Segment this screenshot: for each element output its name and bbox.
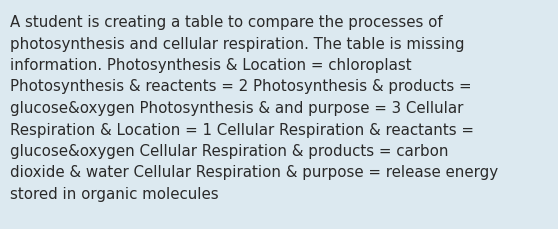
Text: dioxide & water Cellular Respiration & purpose = release energy: dioxide & water Cellular Respiration & p… — [10, 165, 498, 180]
Text: A student is creating a table to compare the processes of: A student is creating a table to compare… — [10, 15, 442, 30]
Text: stored in organic molecules: stored in organic molecules — [10, 186, 219, 201]
Text: photosynthesis and cellular respiration. The table is missing: photosynthesis and cellular respiration.… — [10, 36, 464, 51]
Text: information. Photosynthesis & Location = chloroplast: information. Photosynthesis & Location =… — [10, 58, 412, 73]
Text: glucose&oxygen Cellular Respiration & products = carbon: glucose&oxygen Cellular Respiration & pr… — [10, 143, 449, 158]
Text: Respiration & Location = 1 Cellular Respiration & reactants =: Respiration & Location = 1 Cellular Resp… — [10, 122, 474, 137]
Text: glucose&oxygen Photosynthesis & and purpose = 3 Cellular: glucose&oxygen Photosynthesis & and purp… — [10, 101, 463, 115]
Text: Photosynthesis & reactents = 2 Photosynthesis & products =: Photosynthesis & reactents = 2 Photosynt… — [10, 79, 472, 94]
